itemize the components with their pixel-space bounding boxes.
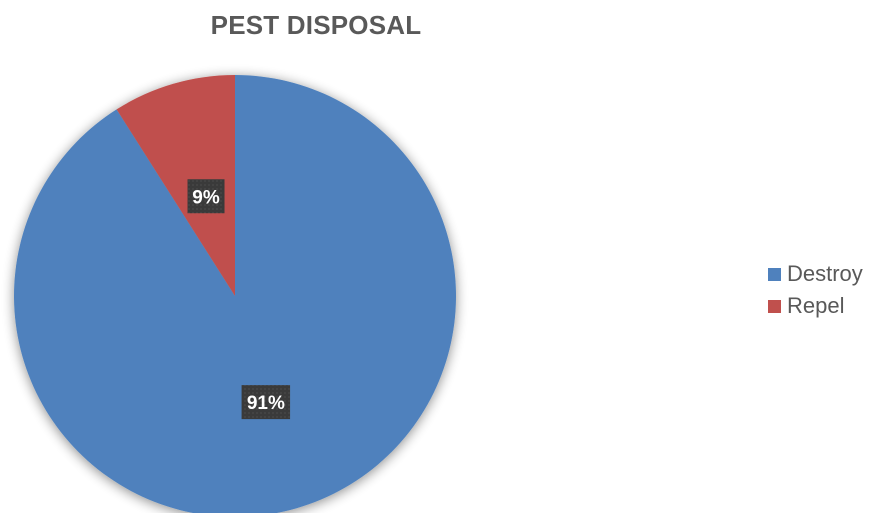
data-label-text: 9% <box>192 187 220 208</box>
pie-slice-repel <box>116 75 235 296</box>
legend-item-repel: Repel <box>768 290 863 322</box>
data-label-destroy: 91% <box>241 385 291 420</box>
legend-item-destroy: Destroy <box>768 258 863 290</box>
data-label-text: 91% <box>247 393 285 414</box>
data-label-box <box>187 179 225 214</box>
legend-swatch <box>768 267 781 281</box>
legend-label: Repel <box>787 293 845 318</box>
pie-plot-area: 91% 9% <box>14 75 457 513</box>
legend: Destroy Repel <box>768 258 863 322</box>
legend-label: Destroy <box>787 261 863 286</box>
data-label-box <box>241 385 291 420</box>
chart-title: PEST DISPOSAL <box>210 10 422 40</box>
legend-swatch <box>768 299 781 313</box>
pie-slice-destroy <box>14 75 457 513</box>
data-label-repel: 9% <box>187 179 225 214</box>
